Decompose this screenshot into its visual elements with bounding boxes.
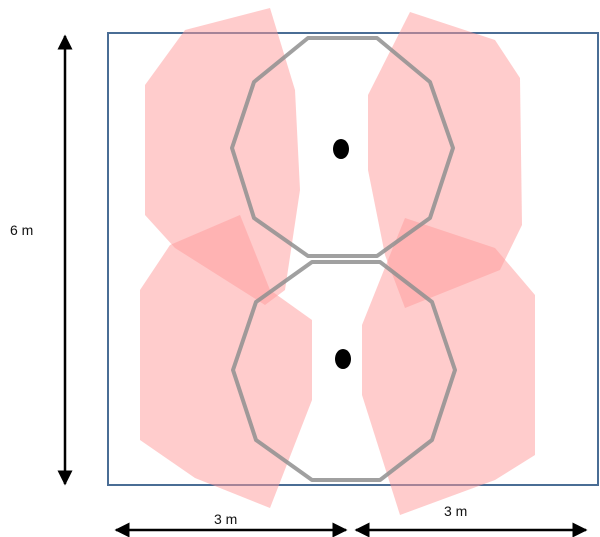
sensor-marker-bottom: [335, 349, 351, 369]
height-dimension-label: 6 m: [10, 222, 33, 238]
sensor-ring-top: [230, 36, 455, 258]
width-left-dimension-label: 3 m: [214, 511, 237, 527]
sensor-rings: [230, 36, 457, 482]
width-right-dimension-label: 3 m: [444, 503, 467, 519]
room-boundary: [107, 32, 599, 486]
coverage-zone-top-left: [145, 8, 300, 305]
coverage-zone-bottom-right: [362, 218, 535, 515]
coverage-zone-bottom-left: [140, 215, 312, 508]
sensor-marker-top: [333, 139, 349, 159]
sensor-ring-bottom: [231, 260, 457, 482]
